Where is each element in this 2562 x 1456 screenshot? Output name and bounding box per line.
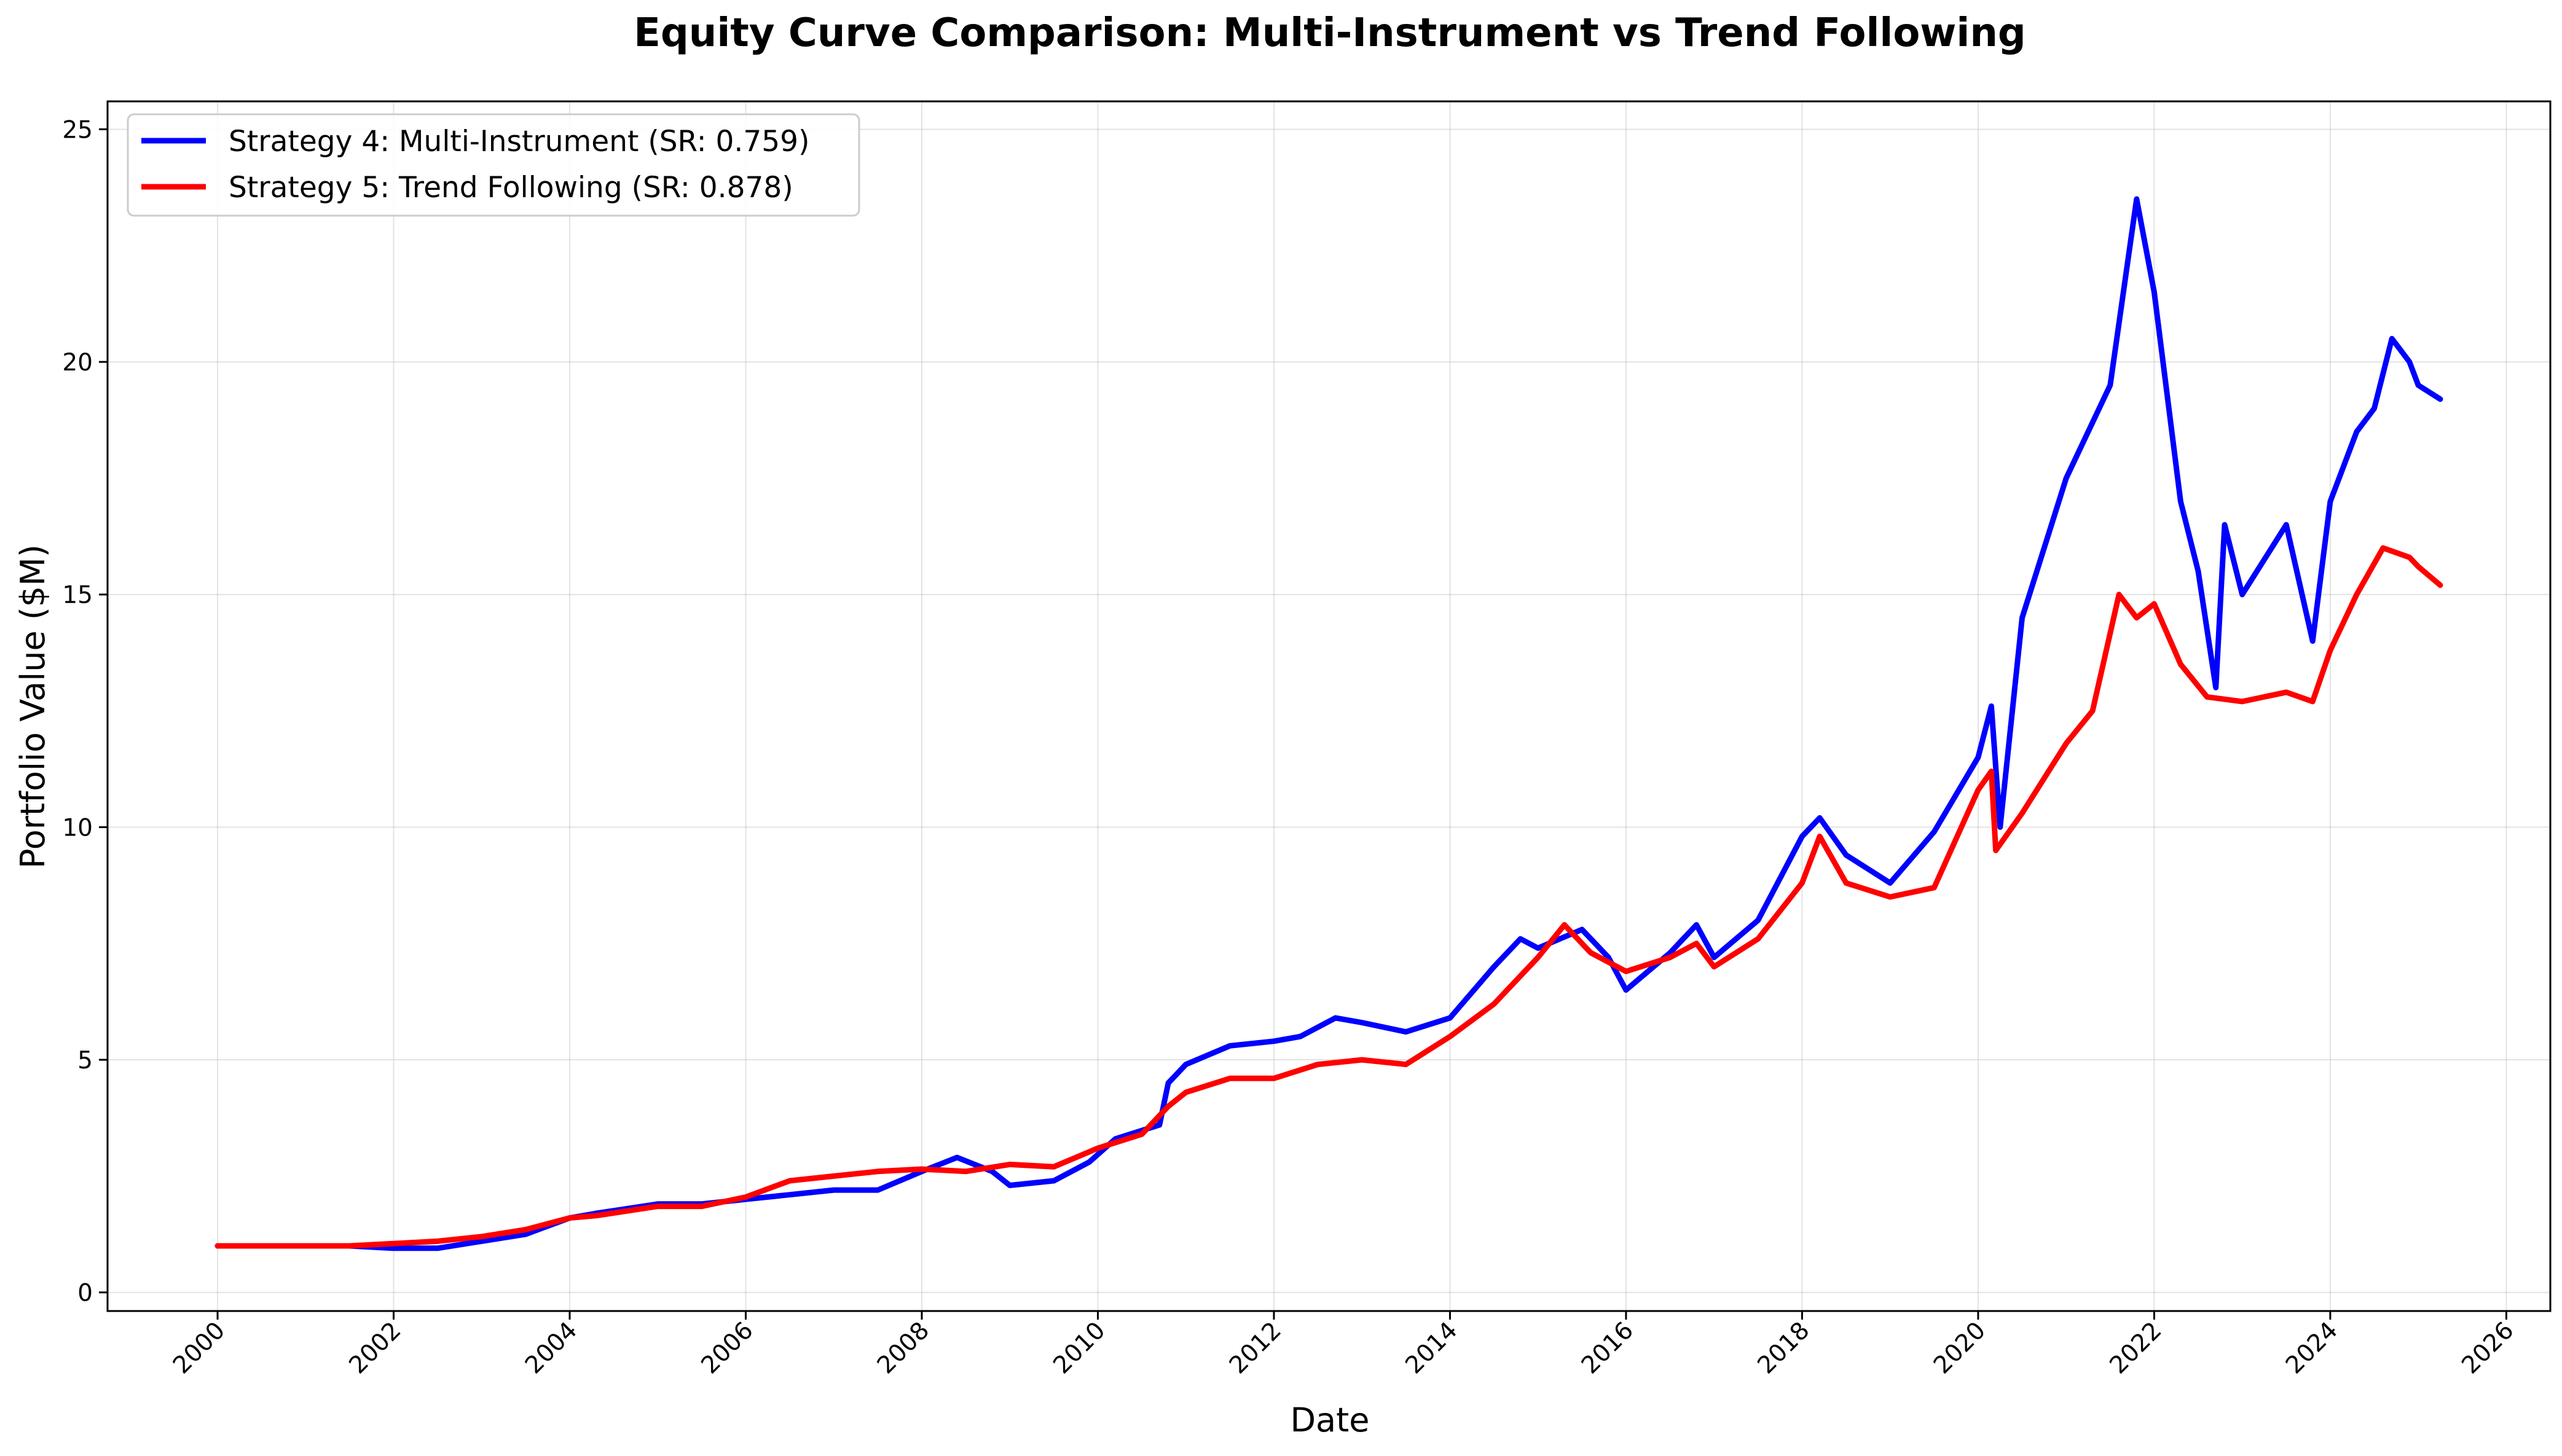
x-axis-label: Date (1290, 1401, 1369, 1439)
legend-box (127, 113, 860, 217)
y-axis-label: Portfolio Value ($M) (14, 544, 52, 869)
y-tick-label: 10 (62, 814, 93, 842)
series-lines (214, 196, 2443, 1251)
legend-label-strategy-5: Strategy 5: Trend Following (SR: 0.878) (229, 171, 793, 205)
plot-area-frame (106, 100, 2552, 1312)
series-line-strategy-5 (214, 545, 2443, 1249)
y-tick-label: 5 (77, 1047, 93, 1074)
series-line-strategy-4 (214, 196, 2443, 1251)
legend: Strategy 4: Multi-Instrument (SR: 0.759)… (127, 113, 860, 217)
y-tick-label: 20 (62, 349, 93, 377)
y-tick-label: 25 (62, 116, 93, 144)
y-tick-label: 0 (77, 1280, 93, 1307)
y-tick-label: 15 (62, 582, 93, 609)
legend-label-strategy-4: Strategy 4: Multi-Instrument (SR: 0.759) (229, 125, 809, 159)
chart-title: Equity Curve Comparison: Multi-Instrumen… (634, 10, 2026, 56)
